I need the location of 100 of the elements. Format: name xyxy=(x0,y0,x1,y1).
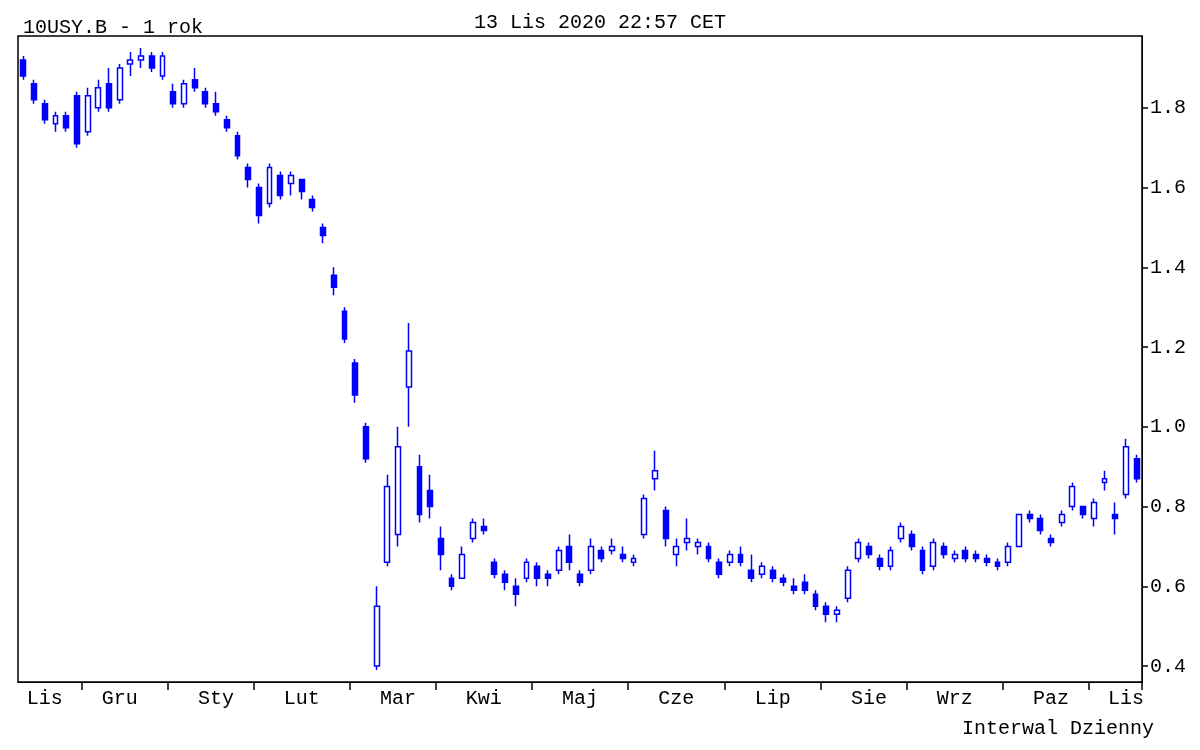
candlestick xyxy=(19,55,27,81)
candlestick xyxy=(929,537,937,572)
candlestick xyxy=(865,541,873,560)
candlestick xyxy=(159,51,166,81)
x-tick-label: Lip xyxy=(754,686,791,710)
candlestick xyxy=(416,453,423,524)
candlestick xyxy=(940,541,948,560)
x-tick-label: Sty xyxy=(198,686,235,710)
y-tick-label: 0.6 xyxy=(1150,574,1187,598)
candlestick xyxy=(1079,505,1087,520)
candlestick xyxy=(41,99,49,125)
candlestick xyxy=(555,545,563,576)
candlestick xyxy=(672,537,680,568)
candlestick xyxy=(276,170,284,201)
candlestick xyxy=(630,553,637,568)
y-tick-label: 1.6 xyxy=(1150,176,1187,200)
candlestick xyxy=(105,67,113,113)
candlestick xyxy=(1122,438,1130,500)
candlestick xyxy=(490,557,498,580)
candlestick xyxy=(62,111,70,133)
candlestick xyxy=(619,545,627,564)
candlestick xyxy=(1101,469,1108,492)
x-tick-label: Maj xyxy=(561,686,599,710)
x-tick-label: Paz xyxy=(1033,686,1070,710)
candlestick xyxy=(351,358,359,404)
candlestick xyxy=(565,533,573,572)
candlestick xyxy=(126,51,134,77)
candlestick xyxy=(480,517,488,536)
candlestick xyxy=(876,553,884,572)
y-tick-label: 1.2 xyxy=(1150,335,1187,359)
candlestick xyxy=(52,111,59,133)
candlestick xyxy=(779,573,787,588)
candlestick xyxy=(1068,481,1076,512)
candlestick xyxy=(533,561,541,588)
candlestick xyxy=(212,91,220,117)
candlestick xyxy=(1133,453,1141,484)
candlestick xyxy=(30,79,38,105)
candlestick xyxy=(308,194,316,213)
candlestick xyxy=(983,553,991,568)
candlestick xyxy=(137,47,145,69)
candlestick xyxy=(640,493,648,540)
candlestick xyxy=(662,505,670,548)
candlestick xyxy=(908,529,916,552)
candlestick xyxy=(469,517,477,544)
candlestick xyxy=(951,549,959,564)
candlestick xyxy=(694,537,702,556)
chart-title: 10USY.B - 1 rok xyxy=(23,15,204,39)
candlestick xyxy=(812,589,819,611)
x-tick-label: Lis xyxy=(1107,686,1144,710)
candlestick xyxy=(651,449,659,492)
candlestick xyxy=(747,553,755,584)
candlestick xyxy=(298,178,306,201)
candlestick xyxy=(897,521,905,544)
candlestick xyxy=(1036,513,1044,536)
candlestick xyxy=(191,67,199,93)
candlestick xyxy=(801,573,809,596)
candlestick xyxy=(287,170,295,197)
candlestick xyxy=(1111,501,1119,536)
candlestick xyxy=(919,545,926,576)
candlestick xyxy=(705,541,712,564)
y-tick-label: 0.8 xyxy=(1150,495,1187,519)
candlestick xyxy=(758,561,766,580)
candlestick xyxy=(790,577,798,596)
candlestick xyxy=(1004,541,1012,568)
text: Interwal Dzienny xyxy=(961,716,1154,740)
y-tick-label: 1.4 xyxy=(1150,255,1187,279)
candlestick xyxy=(341,306,348,344)
candlestick xyxy=(94,79,102,113)
candlestick xyxy=(683,517,691,552)
candlestick xyxy=(255,182,263,225)
candlestick xyxy=(148,51,156,73)
candlestick xyxy=(822,601,830,623)
candlestick xyxy=(587,537,595,576)
candlestick xyxy=(180,79,188,109)
chart-subtitle: 13 Lis 2020 22:57 CET xyxy=(473,10,727,34)
x-tick-label: Wrz xyxy=(936,686,973,710)
candlestick xyxy=(887,545,894,572)
candlestick xyxy=(844,565,852,603)
y-tick-label: 1.0 xyxy=(1150,415,1187,439)
candlestick xyxy=(833,605,841,623)
candlestick xyxy=(405,322,413,428)
candlestick xyxy=(223,115,231,133)
candlestick xyxy=(576,569,584,588)
candlestick xyxy=(726,549,734,568)
candlestick xyxy=(608,537,616,556)
candlestick xyxy=(383,473,391,568)
candlestick xyxy=(244,162,252,189)
candlestick xyxy=(854,537,862,564)
x-tick-label: Lis xyxy=(26,686,63,710)
candlestick xyxy=(169,83,177,109)
candlestick xyxy=(1026,509,1034,524)
candlestick xyxy=(448,573,455,592)
candlestick xyxy=(1047,533,1055,548)
candlestick xyxy=(1058,509,1066,528)
candlestick xyxy=(512,577,520,607)
candlestick xyxy=(116,63,124,105)
candlestick xyxy=(330,266,338,296)
candlestick xyxy=(426,473,434,520)
candlestick xyxy=(201,87,209,109)
candlestick xyxy=(961,545,969,564)
